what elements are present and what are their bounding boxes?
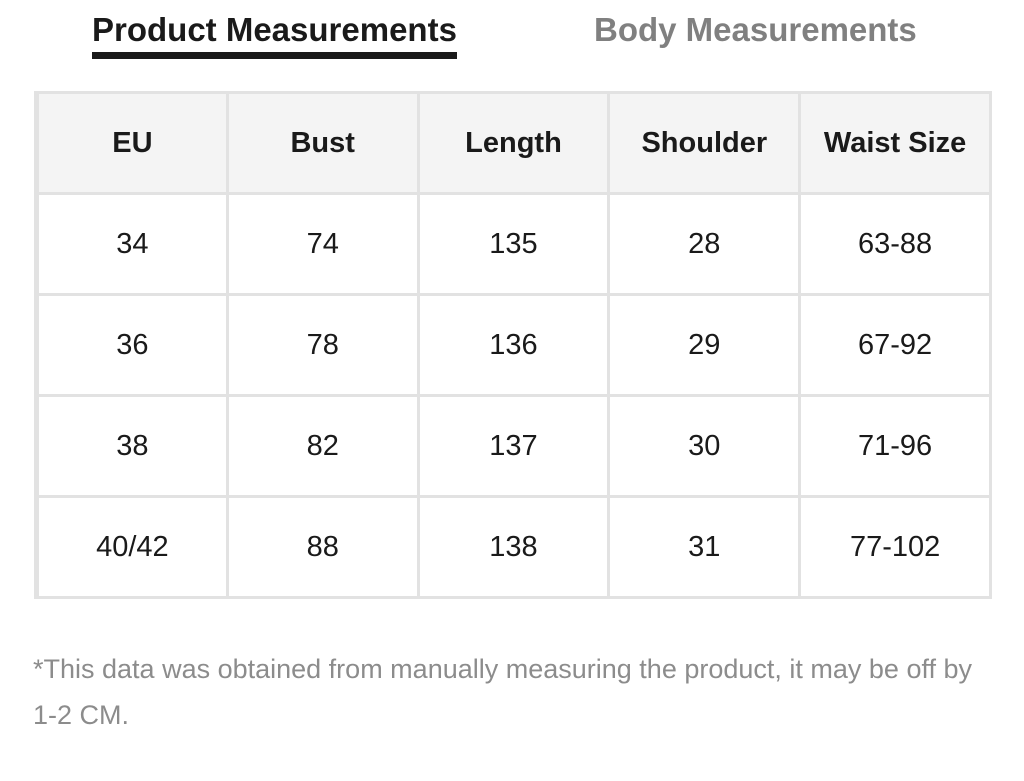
column-header-shoulder: Shoulder bbox=[607, 91, 802, 195]
table-row: 34 74 135 28 63-88 bbox=[34, 192, 992, 296]
column-header-eu: EU bbox=[34, 91, 229, 195]
table-cell: 88 bbox=[225, 495, 420, 599]
tab-product-measurements[interactable]: Product Measurements bbox=[92, 10, 457, 59]
table-cell: 135 bbox=[416, 192, 611, 296]
column-header-bust: Bust bbox=[225, 91, 420, 195]
table-cell: 36 bbox=[34, 293, 229, 397]
table-row: 36 78 136 29 67-92 bbox=[34, 293, 992, 397]
size-table: EU Bust Length Shoulder Waist Size 34 74… bbox=[34, 91, 992, 599]
table-cell: 29 bbox=[607, 293, 802, 397]
measurement-disclaimer: *This data was obtained from manually me… bbox=[33, 654, 972, 730]
table-cell: 67-92 bbox=[798, 293, 992, 397]
size-table-container: EU Bust Length Shoulder Waist Size 34 74… bbox=[34, 91, 992, 599]
table-cell: 30 bbox=[607, 394, 802, 498]
table-cell: 38 bbox=[34, 394, 229, 498]
table-cell: 136 bbox=[416, 293, 611, 397]
table-cell: 77-102 bbox=[798, 495, 992, 599]
table-cell: 78 bbox=[225, 293, 420, 397]
table-cell: 74 bbox=[225, 192, 420, 296]
column-header-length: Length bbox=[416, 91, 611, 195]
table-cell: 40/42 bbox=[34, 495, 229, 599]
tab-body-measurements[interactable]: Body Measurements bbox=[594, 10, 917, 50]
table-row: 38 82 137 30 71-96 bbox=[34, 394, 992, 498]
table-cell: 71-96 bbox=[798, 394, 992, 498]
table-header-row: EU Bust Length Shoulder Waist Size bbox=[34, 91, 992, 195]
table-cell: 31 bbox=[607, 495, 802, 599]
table-cell: 34 bbox=[34, 192, 229, 296]
table-row: 40/42 88 138 31 77-102 bbox=[34, 495, 992, 599]
tab-product-measurements-label: Product Measurements bbox=[92, 11, 457, 48]
table-cell: 138 bbox=[416, 495, 611, 599]
measurement-tabs: Product Measurements Body Measurements bbox=[0, 0, 1024, 70]
active-tab-underline bbox=[92, 52, 457, 59]
table-cell: 137 bbox=[416, 394, 611, 498]
tab-body-measurements-label: Body Measurements bbox=[594, 11, 917, 48]
column-header-waist-size: Waist Size bbox=[798, 91, 992, 195]
table-cell: 82 bbox=[225, 394, 420, 498]
table-cell: 28 bbox=[607, 192, 802, 296]
table-cell: 63-88 bbox=[798, 192, 992, 296]
